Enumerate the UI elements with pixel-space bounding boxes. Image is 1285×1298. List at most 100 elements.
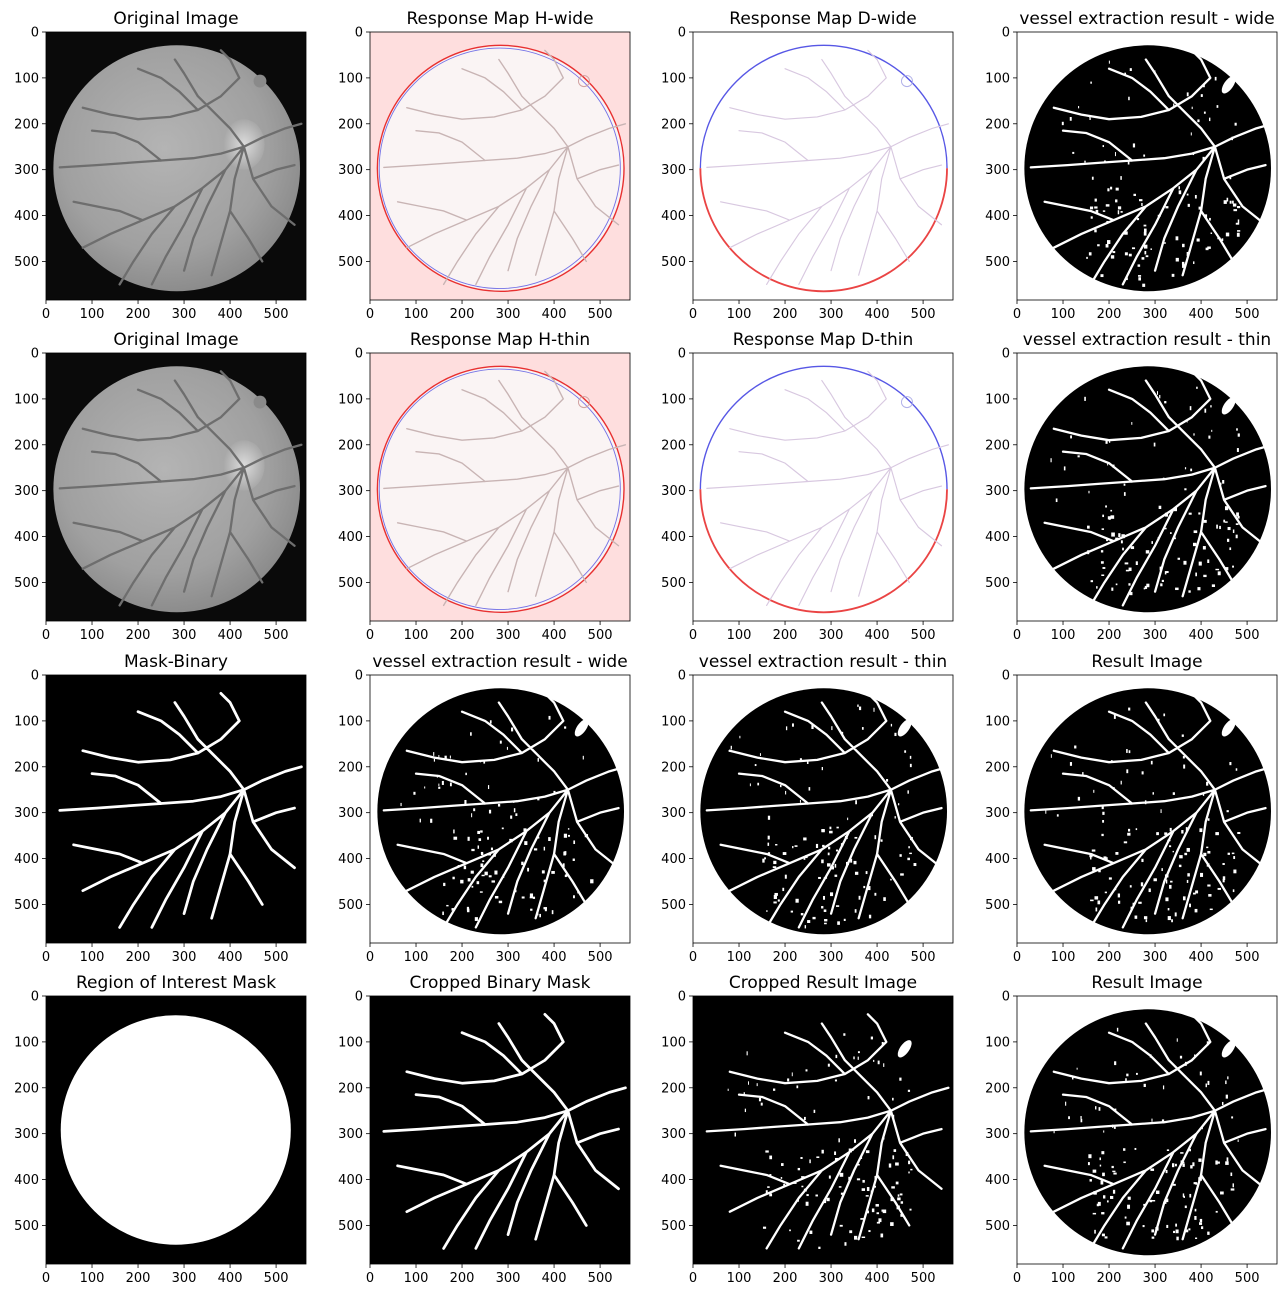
x-tick-label: 100 <box>404 307 429 322</box>
y-tick-label: 100 <box>14 714 39 729</box>
panel-image <box>693 675 953 943</box>
x-tick-label: 400 <box>542 1271 567 1286</box>
y-tick-label: 200 <box>661 117 686 132</box>
x-tick-label: 300 <box>1143 628 1168 643</box>
y-tick-label: 500 <box>661 898 686 913</box>
x-tick-label: 400 <box>218 307 243 322</box>
x-tick-label: 300 <box>819 307 844 322</box>
panel-image <box>46 32 306 300</box>
y-tick-label: 0 <box>678 347 686 362</box>
x-tick-label: 0 <box>366 950 374 965</box>
y-tick-label: 500 <box>338 1219 363 1234</box>
x-tick-label: 300 <box>496 950 521 965</box>
y-tick-label: 500 <box>338 898 363 913</box>
x-tick-label: 400 <box>1189 628 1214 643</box>
y-tick-label: 300 <box>14 1127 39 1142</box>
y-tick-label: 300 <box>14 484 39 499</box>
x-tick-label: 0 <box>689 1271 697 1286</box>
panel-1: Original Image 0 100 200 300 400 500 0 100 200 300… <box>14 9 307 322</box>
y-tick-label: 0 <box>355 669 363 684</box>
x-tick-label: 400 <box>542 628 567 643</box>
x-tick-label: 500 <box>588 1271 613 1286</box>
x-tick-label: 100 <box>1051 1271 1076 1286</box>
x-tick-label: 200 <box>450 1271 475 1286</box>
y-tick-label: 300 <box>14 163 39 178</box>
y-tick-label: 100 <box>14 71 39 86</box>
panel-10: vessel extraction result - wide 0 100 200 30… <box>338 652 631 965</box>
y-tick-label: 0 <box>1002 669 1010 684</box>
x-tick-label: 500 <box>1235 1271 1260 1286</box>
y-tick-label: 100 <box>338 1035 363 1050</box>
axes-frame <box>369 352 631 622</box>
axes-frame <box>369 674 631 944</box>
y-tick-label: 200 <box>14 117 39 132</box>
x-tick-label: 200 <box>1097 1271 1122 1286</box>
y-tick-label: 200 <box>14 438 39 453</box>
y-tick-label: 200 <box>985 117 1010 132</box>
y-tick-label: 400 <box>14 852 39 867</box>
x-tick-label: 300 <box>819 950 844 965</box>
panel-image <box>1017 996 1277 1264</box>
panel-8: vessel extraction result - thin 0 100 200 30… <box>985 330 1278 643</box>
x-tick-label: 500 <box>588 628 613 643</box>
y-tick-label: 100 <box>14 392 39 407</box>
y-tick-label: 400 <box>14 1173 39 1188</box>
axes-frame <box>45 674 307 944</box>
y-tick-label: 300 <box>338 1127 363 1142</box>
x-tick-label: 500 <box>911 628 936 643</box>
panel-title: Mask-Binary <box>124 652 228 672</box>
y-tick-label: 500 <box>661 255 686 270</box>
panel-title: vessel extraction result - thin <box>1023 330 1271 350</box>
panel-13: Region of Interest Mask 0 100 200 300 400 500 0… <box>14 973 307 1286</box>
x-tick-label: 100 <box>727 628 752 643</box>
x-tick-label: 500 <box>911 307 936 322</box>
x-tick-label: 0 <box>689 307 697 322</box>
x-tick-label: 500 <box>264 628 289 643</box>
panel-image <box>370 675 630 943</box>
x-tick-label: 500 <box>1235 950 1260 965</box>
panel-title: Cropped Result Image <box>729 973 917 993</box>
y-tick-label: 200 <box>14 1081 39 1096</box>
x-tick-label: 500 <box>588 307 613 322</box>
x-tick-label: 100 <box>80 628 105 643</box>
y-tick-label: 500 <box>985 898 1010 913</box>
y-tick-label: 100 <box>985 71 1010 86</box>
y-tick-label: 300 <box>661 163 686 178</box>
x-tick-label: 300 <box>496 628 521 643</box>
panel-title: vessel extraction result - wide <box>1019 9 1274 29</box>
x-tick-label: 0 <box>1013 950 1021 965</box>
axes-frame <box>692 352 954 622</box>
x-tick-label: 400 <box>865 307 890 322</box>
y-tick-label: 0 <box>678 990 686 1005</box>
x-tick-label: 100 <box>404 1271 429 1286</box>
axes-frame <box>369 995 631 1265</box>
x-tick-label: 400 <box>218 950 243 965</box>
x-tick-label: 0 <box>366 628 374 643</box>
y-tick-label: 400 <box>661 209 686 224</box>
axes-frame <box>45 31 307 301</box>
x-tick-label: 100 <box>404 950 429 965</box>
y-tick-label: 200 <box>338 1081 363 1096</box>
y-tick-label: 100 <box>985 714 1010 729</box>
x-tick-label: 0 <box>366 1271 374 1286</box>
panel-image <box>693 996 953 1264</box>
y-tick-label: 500 <box>14 898 39 913</box>
y-tick-label: 0 <box>1002 26 1010 41</box>
y-tick-label: 200 <box>985 438 1010 453</box>
x-tick-label: 100 <box>1051 628 1076 643</box>
y-tick-label: 400 <box>14 209 39 224</box>
x-tick-label: 400 <box>865 1271 890 1286</box>
y-tick-label: 100 <box>338 392 363 407</box>
y-tick-label: 300 <box>985 484 1010 499</box>
x-tick-label: 100 <box>727 950 752 965</box>
axes-frame <box>369 31 631 301</box>
y-tick-label: 300 <box>338 484 363 499</box>
x-tick-label: 100 <box>80 950 105 965</box>
axes-frame <box>45 352 307 622</box>
panel-14: Cropped Binary Mask 0 100 200 300 400 500 0 100 2… <box>338 973 631 1286</box>
panel-image <box>46 996 306 1264</box>
y-tick-label: 0 <box>355 26 363 41</box>
x-tick-label: 300 <box>172 307 197 322</box>
panel-3: Response Map D-wide 0 100 200 300 400 500 0 100 2… <box>661 9 954 322</box>
y-tick-label: 300 <box>14 806 39 821</box>
